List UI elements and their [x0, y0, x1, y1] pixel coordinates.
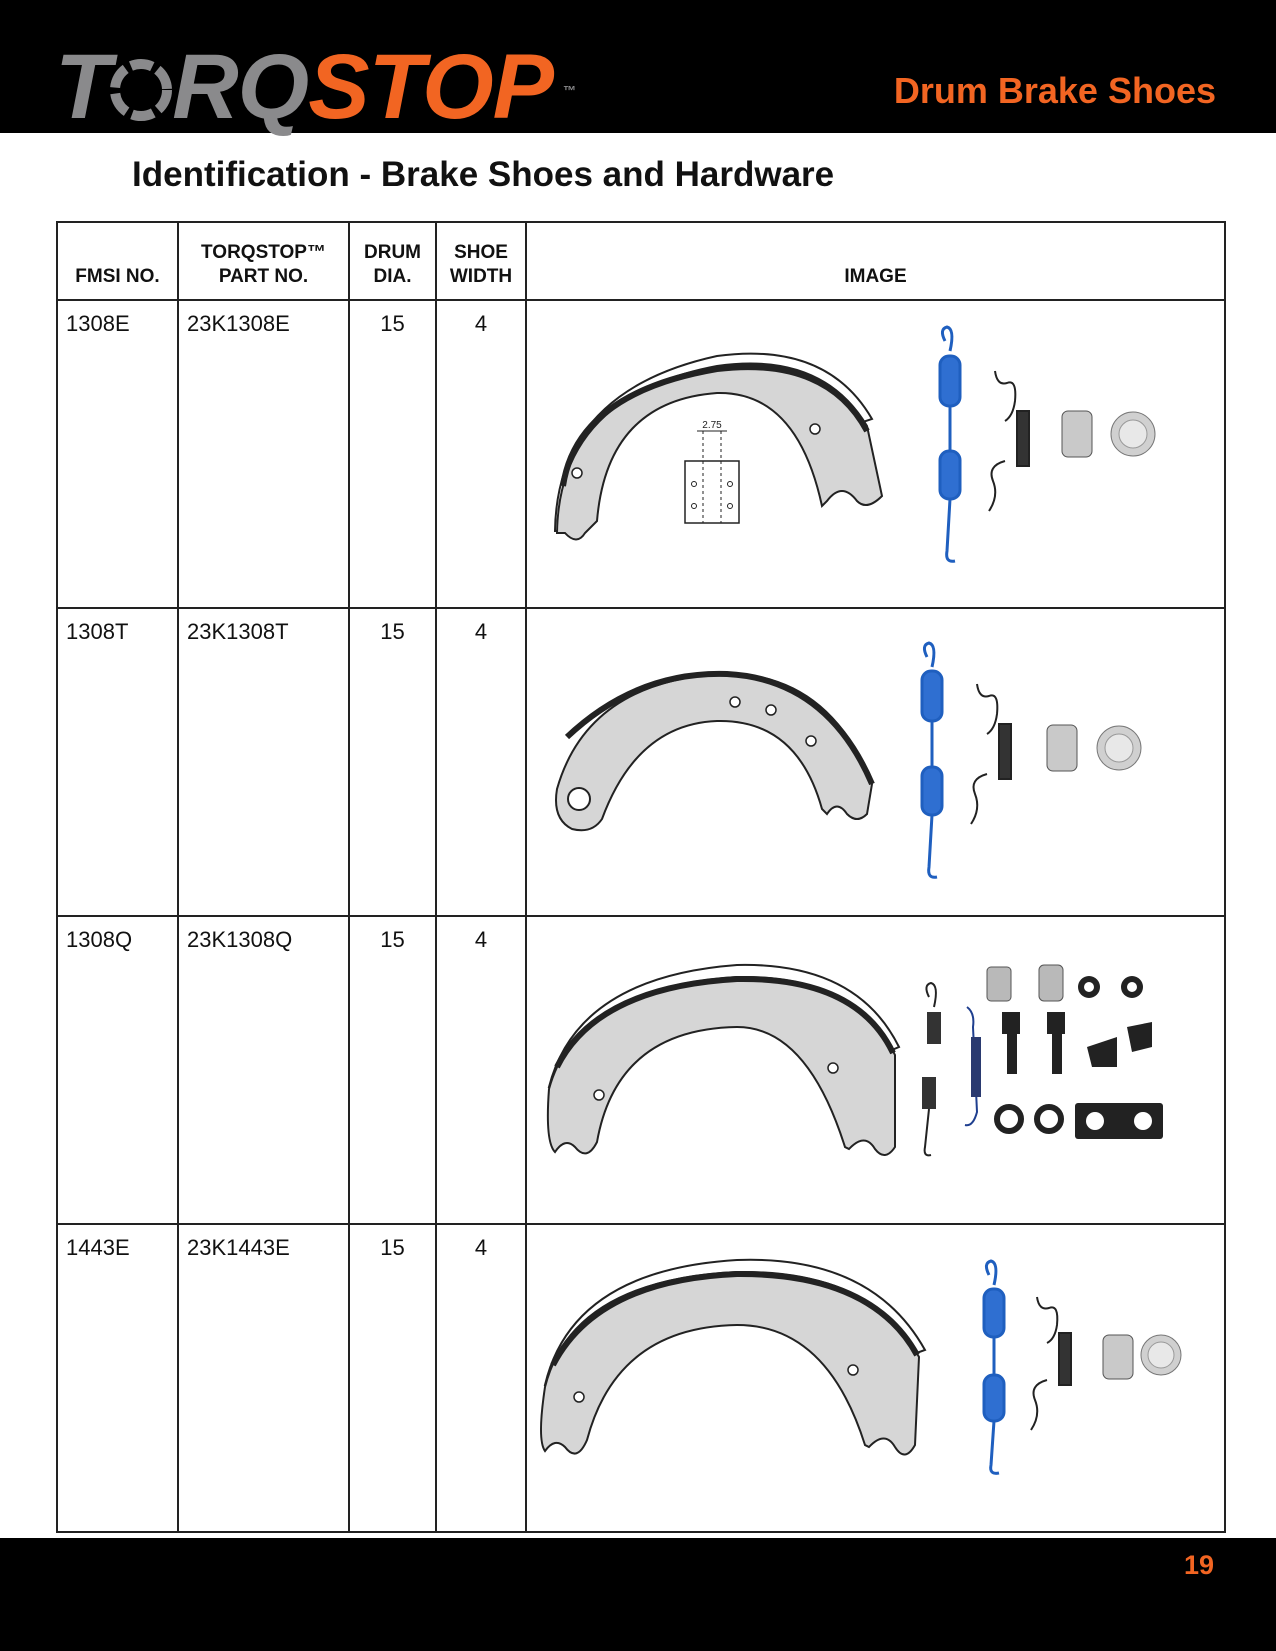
part-cell: 23K1308Q [177, 915, 350, 1225]
drum-cell: 15 [348, 607, 437, 917]
col-header-fmsi: FMSI NO. [56, 221, 179, 301]
fmsi-cell: 1443E [56, 1223, 179, 1533]
torqstop-logo: T RQSTOP ™ [55, 36, 576, 138]
brake-shoe-table: FMSI NO. TORQSTOP™ PART NO. DRUM DIA. SHOE… [56, 221, 1226, 1533]
col-header-image: IMAGE [525, 221, 1226, 301]
return-spring-icon [938, 325, 962, 563]
width-cell: 4 [435, 607, 527, 917]
table-row: 1308T 23K1308T 15 4 [56, 607, 1226, 917]
brake-shoe-kit-image [546, 963, 1163, 1157]
col-header-part: TORQSTOP™ PART NO. [177, 221, 350, 301]
return-spring-icon [982, 1259, 1006, 1475]
header-bar [0, 0, 1276, 133]
drum-cell: 15 [348, 915, 437, 1225]
anchor-spring-icon [1030, 1296, 1072, 1431]
brake-shoe-icon [546, 963, 901, 1156]
roller-icon [1102, 1334, 1182, 1380]
fmsi-cell: 1308E [56, 299, 179, 609]
part-cell: 23K1308T [177, 607, 350, 917]
roller-icon [1046, 724, 1142, 772]
anchor-spring-icon [988, 370, 1030, 512]
brake-shoe-kit-image [540, 1258, 1182, 1475]
section-title: Drum Brake Shoes [893, 70, 1216, 111]
fmsi-cell: 1308Q [56, 915, 179, 1225]
width-cell: 4 [435, 299, 527, 609]
return-spring-icon [920, 641, 944, 879]
brake-shoe-kit-image [555, 641, 1142, 879]
image-cell [525, 607, 1226, 917]
part-cell: 23K1443E [177, 1223, 350, 1533]
table-row: 1308Q 23K1308Q 15 4 [56, 915, 1226, 1225]
width-cell: 4 [435, 915, 527, 1225]
page-heading: Identification - Brake Shoes and Hardwar… [132, 155, 835, 194]
table-header-row: FMSI NO. TORQSTOP™ PART NO. DRUM DIA. SHOE… [56, 221, 1226, 301]
brake-shoe-icon [553, 352, 884, 541]
page-number: 19 [1183, 1550, 1214, 1580]
col-header-drum: DRUM DIA. [348, 221, 437, 301]
dimension-label: 2.75 [702, 420, 722, 431]
fmsi-cell: 1308T [56, 607, 179, 917]
image-cell [525, 915, 1226, 1225]
roller-icon [1061, 410, 1156, 458]
width-cell: 4 [435, 1223, 527, 1533]
hardware-kit-icon [922, 964, 1163, 1157]
logo-ring-icon [110, 59, 173, 121]
brake-shoe-icon [555, 670, 875, 832]
table-row: 1443E 23K1443E 15 4 [56, 1223, 1226, 1533]
footer-bar [0, 1538, 1276, 1651]
brake-shoe-kit-image: 2.75 [553, 325, 1156, 563]
col-header-width: SHOE WIDTH [435, 221, 527, 301]
drum-cell: 15 [348, 299, 437, 609]
dimension-diagram: 2.75 [684, 420, 740, 524]
part-cell: 23K1308E [177, 299, 350, 609]
anchor-spring-icon [970, 683, 1012, 825]
brake-shoe-icon [540, 1258, 927, 1456]
drum-cell: 15 [348, 1223, 437, 1533]
image-cell [525, 1223, 1226, 1533]
image-cell: 2.75 [525, 299, 1226, 609]
table-row: 1308E 23K1308E 15 4 [56, 299, 1226, 609]
